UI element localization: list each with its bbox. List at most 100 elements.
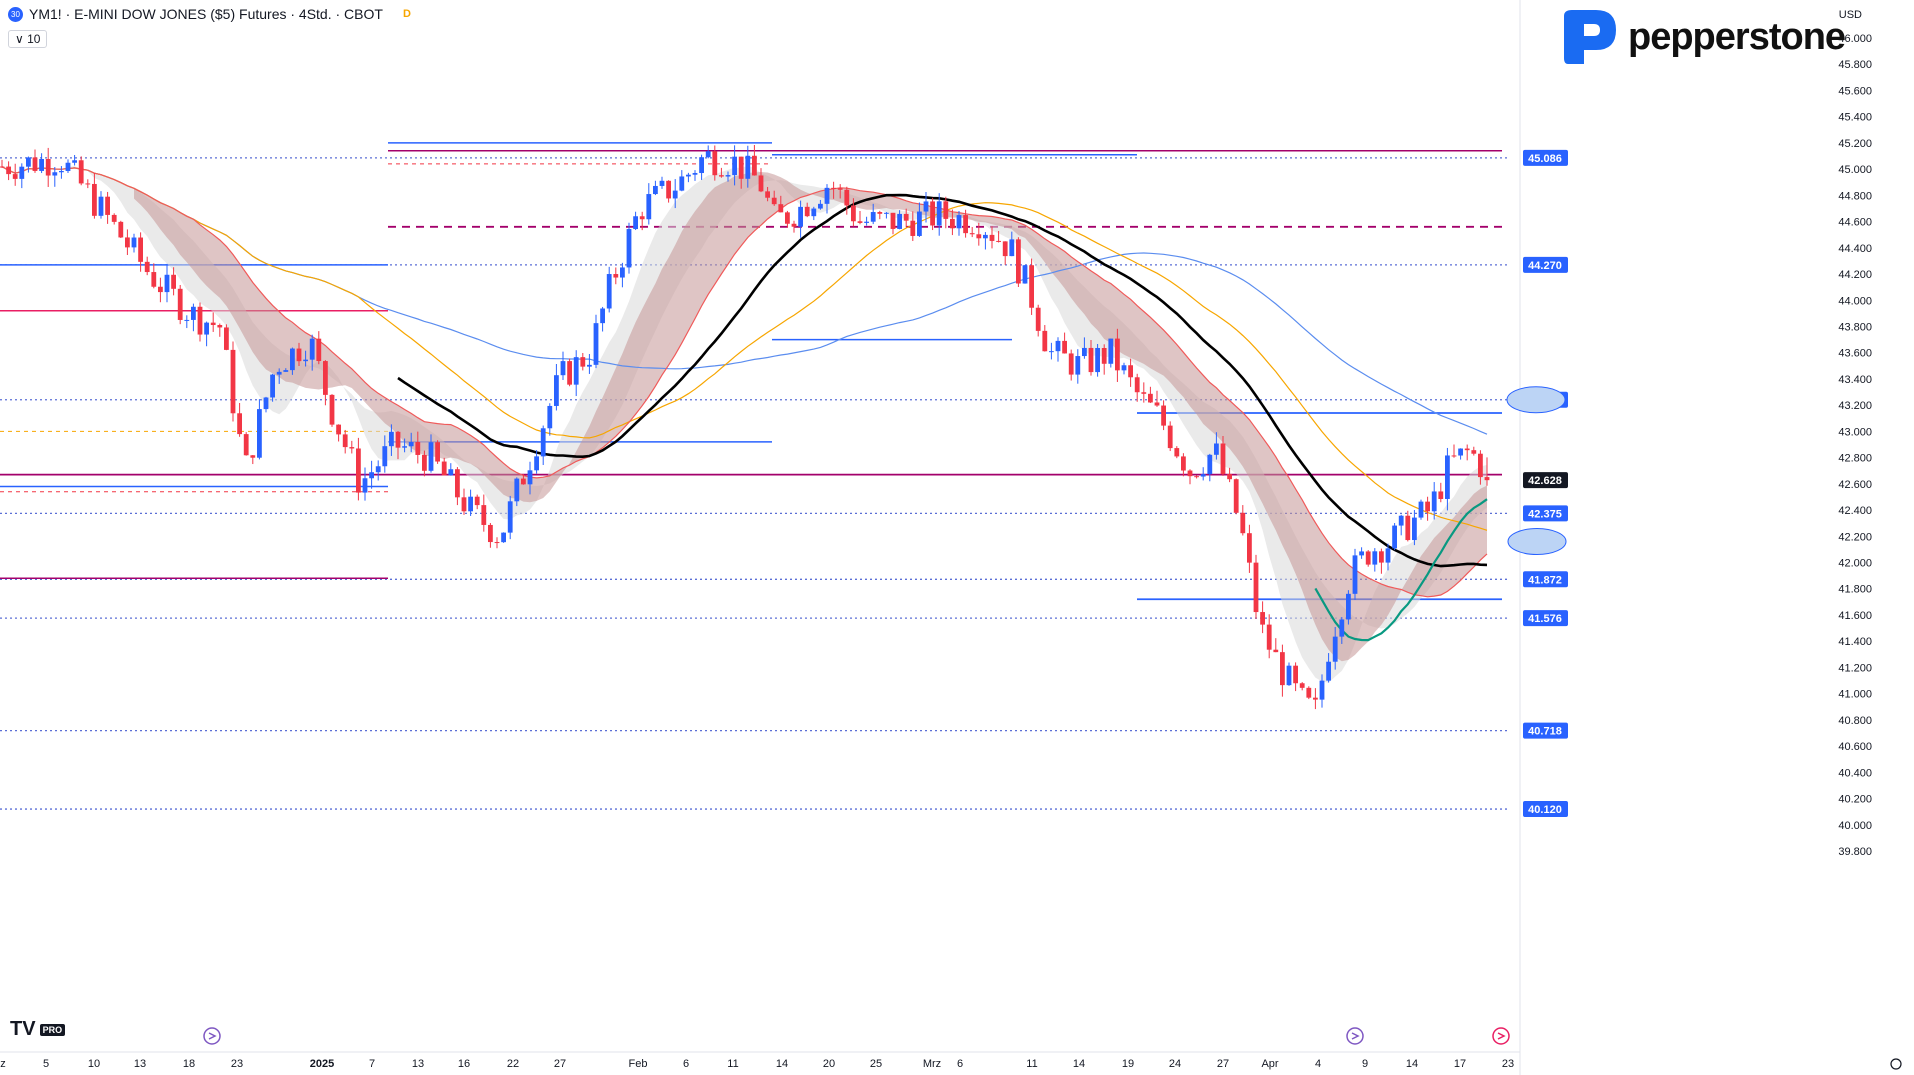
candle-body [309, 338, 315, 360]
candle-body [1425, 501, 1430, 512]
candle-body [1346, 593, 1351, 620]
candle-body [1233, 479, 1239, 513]
candle-body [976, 234, 982, 239]
candle-body [375, 466, 381, 473]
price-tick: 41.400 [1838, 636, 1872, 648]
candle-body [798, 206, 803, 227]
price-tick: 43.400 [1838, 374, 1872, 386]
candle-body [527, 470, 533, 485]
candle-body [316, 338, 322, 362]
candle-body [712, 151, 718, 176]
candle-body [243, 434, 249, 456]
candle-body [1273, 649, 1279, 653]
candle-body [554, 375, 559, 406]
candle-body [1418, 501, 1424, 518]
candle-body [1332, 636, 1338, 662]
candle-body [752, 155, 757, 176]
candle-body [224, 327, 229, 350]
candle-body [1174, 448, 1180, 457]
indicator-toggle[interactable]: ∨ 10 [8, 30, 48, 48]
candle-body [1167, 425, 1173, 449]
candle-body [1445, 455, 1450, 499]
time-tick: 16 [458, 1058, 470, 1070]
candle-body [930, 201, 935, 226]
candle-body [917, 211, 922, 236]
candle-body [1002, 241, 1008, 257]
time-tick: 27 [1217, 1058, 1229, 1070]
candle-body [356, 448, 361, 493]
candle-body [12, 174, 18, 179]
candle-body [210, 322, 216, 326]
candle-body [1227, 474, 1232, 480]
level-tag: 44.270 [1528, 260, 1562, 272]
candle-body [857, 221, 863, 223]
candle-body [1115, 338, 1120, 371]
candle-body [1068, 353, 1074, 375]
candle-body [804, 206, 810, 217]
candle-body [646, 194, 652, 220]
candle-body [257, 409, 262, 458]
candle-body [851, 205, 856, 222]
candle-body [0, 166, 5, 168]
candle-body [534, 456, 539, 471]
candle-body [1214, 443, 1219, 455]
candle-body [131, 237, 137, 248]
level-tag-bg [1523, 610, 1568, 627]
candle-body [125, 237, 130, 248]
candle-body [547, 405, 553, 429]
candle-body [349, 447, 355, 449]
candle-body [1372, 551, 1378, 565]
data-flag[interactable]: D [402, 8, 411, 20]
candle-body [890, 212, 896, 229]
candle-body [428, 442, 434, 471]
candle-body [745, 155, 751, 179]
price-tick: 43.600 [1838, 348, 1872, 360]
candle-body [422, 454, 427, 471]
candle-body [468, 496, 473, 512]
candle-body [514, 478, 520, 502]
candle-body [448, 469, 454, 476]
candle-body [481, 505, 487, 525]
level-tag: 40.120 [1528, 804, 1562, 816]
candle-body [197, 306, 203, 335]
candle-body [1200, 474, 1206, 477]
candle-body [1451, 455, 1457, 457]
price-tick: 39.800 [1838, 846, 1872, 858]
candle-body [435, 442, 440, 462]
candle-body [78, 160, 84, 184]
candle-body [884, 212, 889, 214]
candle-body [956, 215, 962, 229]
candle-body [1049, 351, 1054, 353]
candle-body [177, 288, 183, 320]
candle-body [1412, 517, 1417, 541]
price-tick: 42.800 [1838, 453, 1872, 465]
candle-body [26, 157, 31, 167]
candle-body [844, 189, 850, 206]
candle-body [118, 221, 124, 238]
chart-title[interactable]: YM1! · E-MINI DOW JONES ($5) Futures · 4… [29, 6, 383, 22]
candle-body [686, 174, 691, 177]
candle-body [620, 267, 625, 278]
candle-body [996, 240, 1001, 242]
time-tick: 14 [776, 1058, 788, 1070]
candle-body [653, 185, 658, 195]
candle-body [1471, 450, 1477, 454]
candle-body [6, 166, 11, 175]
time-tick: 23 [231, 1058, 243, 1070]
candle-body [950, 218, 955, 229]
candle-body [1161, 405, 1166, 426]
candle-body [1082, 347, 1087, 357]
time-tick: 20 [823, 1058, 835, 1070]
candle-body [1154, 402, 1160, 406]
time-tick: 11 [1026, 1058, 1037, 1070]
candle-body [1128, 365, 1133, 378]
candle-body [395, 431, 401, 448]
candle-body [1134, 377, 1140, 393]
candle-body [408, 442, 414, 447]
candle-body [323, 361, 328, 395]
candle-body [903, 213, 909, 221]
candle-body [1016, 239, 1021, 284]
pepperstone-p-icon [1564, 10, 1616, 64]
target-ellipse-upper [1506, 386, 1566, 414]
